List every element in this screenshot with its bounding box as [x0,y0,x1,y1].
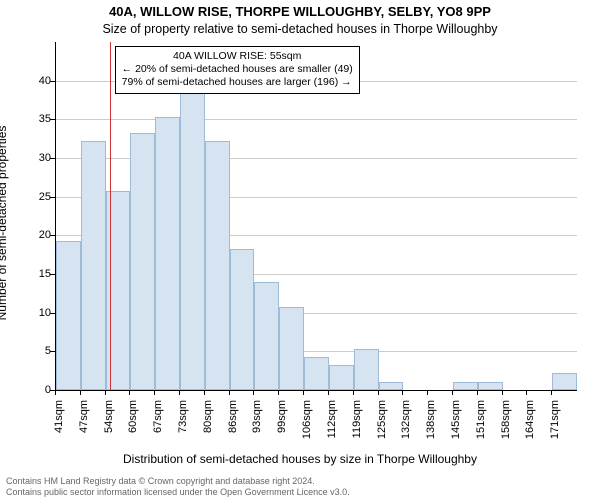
grid-line [56,119,577,120]
y-tick-mark [50,119,55,120]
y-tick-mark [50,197,55,198]
histogram-bar [304,357,329,390]
title-main: 40A, WILLOW RISE, THORPE WILLOUGHBY, SEL… [0,4,600,19]
y-tick-label: 0 [21,384,51,396]
y-tick-label: 5 [21,345,51,357]
x-tick-mark [253,390,254,395]
x-tick-label: 99sqm [276,400,288,456]
x-tick-mark [402,390,403,395]
histogram-bar [205,141,230,390]
x-tick-mark [229,390,230,395]
histogram-bar [329,365,354,390]
x-tick-label: 60sqm [127,400,139,456]
annotation-line-3: 79% of semi-detached houses are larger (… [122,76,353,89]
x-tick-label: 67sqm [152,400,164,456]
x-tick-mark [452,390,453,395]
x-tick-mark [551,390,552,395]
y-tick-mark [50,235,55,236]
x-tick-label: 171sqm [549,400,561,456]
x-tick-mark [179,390,180,395]
x-tick-label: 54sqm [103,400,115,456]
y-tick-label: 30 [21,152,51,164]
x-tick-mark [105,390,106,395]
y-axis-title: Number of semi-detached properties [0,126,9,321]
histogram-bar [254,282,279,390]
y-tick-label: 35 [21,113,51,125]
x-tick-mark [427,390,428,395]
x-tick-label: 145sqm [450,400,462,456]
histogram-bar [552,373,577,390]
title-sub: Size of property relative to semi-detach… [0,22,600,36]
x-tick-mark [353,390,354,395]
histogram-bar [180,50,205,390]
x-tick-label: 93sqm [251,400,263,456]
footer-line-2: Contains public sector information licen… [6,487,350,498]
annotation-line-2: ← 20% of semi-detached houses are smalle… [122,63,353,76]
x-tick-label: 158sqm [500,400,512,456]
x-tick-mark [129,390,130,395]
histogram-bar [453,382,478,390]
x-tick-mark [477,390,478,395]
x-tick-label: 125sqm [376,400,388,456]
x-tick-mark [502,390,503,395]
x-tick-label: 164sqm [524,400,536,456]
x-tick-label: 73sqm [177,400,189,456]
y-tick-label: 20 [21,229,51,241]
histogram-bar [354,349,379,390]
x-tick-mark [55,390,56,395]
histogram-bar [155,117,180,390]
histogram-bar [230,249,255,390]
y-tick-mark [50,274,55,275]
y-tick-mark [50,158,55,159]
y-tick-mark [50,313,55,314]
y-tick-label: 15 [21,268,51,280]
x-tick-mark [204,390,205,395]
y-tick-label: 40 [21,75,51,87]
x-tick-label: 106sqm [301,400,313,456]
histogram-bar [130,133,155,390]
x-tick-label: 80sqm [202,400,214,456]
annotation-line-1: 40A WILLOW RISE: 55sqm [122,50,353,63]
histogram-bar [379,382,404,390]
x-tick-label: 86sqm [227,400,239,456]
x-tick-mark [328,390,329,395]
property-marker-line [110,42,111,390]
x-tick-label: 132sqm [400,400,412,456]
x-tick-mark [526,390,527,395]
y-tick-mark [50,81,55,82]
histogram-bar [81,141,106,390]
footer: Contains HM Land Registry data © Crown c… [6,476,350,498]
x-tick-label: 119sqm [351,400,363,456]
plot-area: 40A WILLOW RISE: 55sqm← 20% of semi-deta… [55,42,577,391]
x-tick-label: 112sqm [326,400,338,456]
x-tick-label: 151sqm [475,400,487,456]
histogram-bar [279,307,304,390]
x-tick-mark [303,390,304,395]
x-tick-label: 47sqm [78,400,90,456]
x-tick-mark [80,390,81,395]
footer-line-1: Contains HM Land Registry data © Crown c… [6,476,350,487]
x-tick-label: 138sqm [425,400,437,456]
y-tick-mark [50,351,55,352]
page: 40A, WILLOW RISE, THORPE WILLOUGHBY, SEL… [0,0,600,500]
y-tick-label: 25 [21,191,51,203]
x-tick-label: 41sqm [53,400,65,456]
x-tick-mark [154,390,155,395]
histogram-bar [56,241,81,390]
x-tick-mark [278,390,279,395]
annotation-box: 40A WILLOW RISE: 55sqm← 20% of semi-deta… [115,46,360,94]
histogram-bar [478,382,503,390]
x-tick-mark [378,390,379,395]
y-tick-label: 10 [21,307,51,319]
